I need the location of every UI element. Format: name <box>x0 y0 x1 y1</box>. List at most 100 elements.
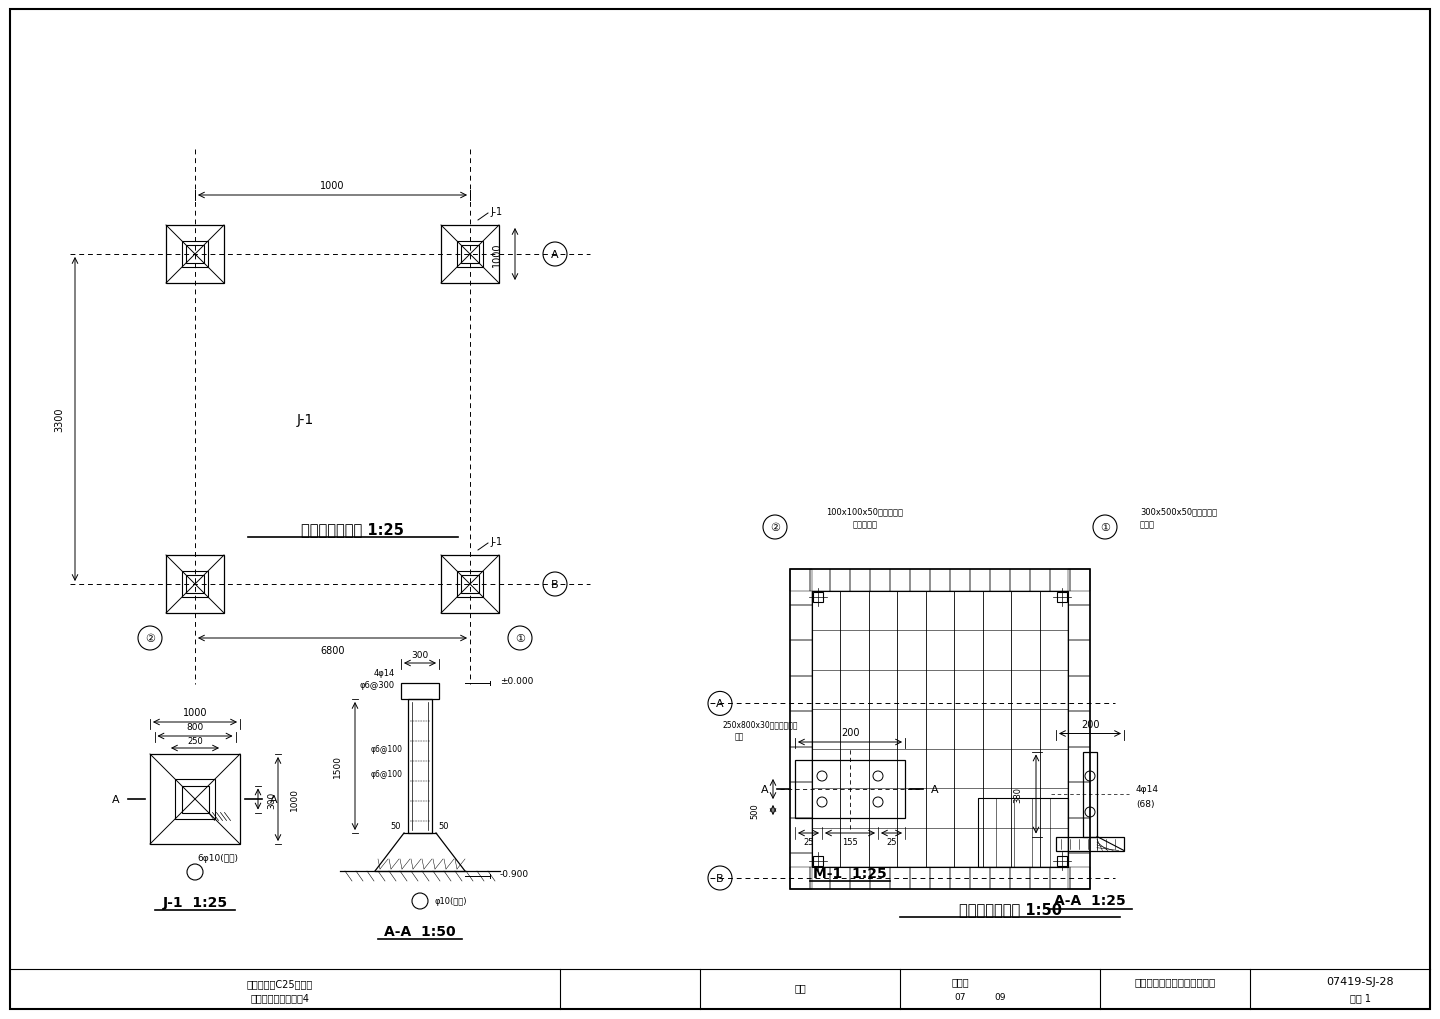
Text: 6800: 6800 <box>320 645 344 655</box>
Bar <box>461 246 478 264</box>
Bar <box>181 242 207 268</box>
Bar <box>791 854 812 890</box>
Bar <box>1068 641 1090 676</box>
Text: J-1: J-1 <box>490 207 503 217</box>
Bar <box>174 779 215 819</box>
Text: 1000: 1000 <box>289 788 298 811</box>
Text: φ6@300: φ6@300 <box>360 681 395 690</box>
Text: 25: 25 <box>804 838 814 847</box>
Text: 见图: 见图 <box>793 982 806 993</box>
Bar <box>791 747 812 783</box>
Text: 施工图: 施工图 <box>952 976 969 986</box>
Text: A: A <box>112 794 120 804</box>
Bar <box>1083 752 1097 837</box>
Text: 300: 300 <box>412 650 429 659</box>
Bar <box>150 754 240 844</box>
Text: M-1  1:25: M-1 1:25 <box>814 866 887 880</box>
Text: ②: ② <box>770 523 780 533</box>
Bar <box>850 867 870 890</box>
Bar <box>1068 676 1090 711</box>
Bar <box>930 867 950 890</box>
Text: 250x800x30磨红麻花岗岩: 250x800x30磨红麻花岗岩 <box>721 719 798 729</box>
Bar <box>456 572 482 597</box>
Text: 未注尼均为C25混凝土: 未注尼均为C25混凝土 <box>246 978 312 988</box>
Bar <box>978 798 1068 867</box>
Text: ①: ① <box>1100 523 1110 533</box>
Text: 07419-SJ-28: 07419-SJ-28 <box>1326 976 1394 986</box>
Bar <box>1070 570 1090 591</box>
Bar <box>814 856 824 866</box>
Text: J-1: J-1 <box>490 536 503 546</box>
Text: 3300: 3300 <box>55 408 63 432</box>
Text: 火烧面: 火烧面 <box>1140 520 1155 529</box>
Bar <box>811 867 829 890</box>
Text: 25: 25 <box>886 838 897 847</box>
Text: 未注尼均为钢筋箍为4: 未注尼均为钢筋箍为4 <box>251 993 310 1002</box>
Text: J-1  1:25: J-1 1:25 <box>163 895 228 909</box>
Text: 100x100x50灰色小料石: 100x100x50灰色小料石 <box>827 507 903 516</box>
Bar <box>870 867 890 890</box>
Bar <box>1009 570 1030 591</box>
Text: 自然开采面: 自然开采面 <box>852 520 877 529</box>
Bar <box>1068 854 1090 890</box>
Bar <box>910 570 930 591</box>
Bar <box>791 818 812 854</box>
Bar <box>166 555 225 613</box>
Text: φ6@100: φ6@100 <box>372 744 403 753</box>
Text: A-A  1:25: A-A 1:25 <box>1054 894 1126 908</box>
Text: B: B <box>552 580 559 589</box>
Text: 景观亭基础平面、铺装及大样: 景观亭基础平面、铺装及大样 <box>1135 976 1215 986</box>
Text: 200: 200 <box>841 728 860 738</box>
Text: 6φ10(双向): 6φ10(双向) <box>197 854 238 863</box>
Text: 250: 250 <box>187 737 203 746</box>
Text: J-1: J-1 <box>297 413 314 427</box>
Bar <box>791 641 812 676</box>
Bar <box>1030 570 1050 591</box>
Bar <box>814 592 824 602</box>
Bar <box>1068 605 1090 641</box>
Bar <box>1056 837 1125 851</box>
Text: A: A <box>932 785 939 794</box>
Bar <box>971 867 991 890</box>
Text: B: B <box>716 873 724 883</box>
Text: 光面: 光面 <box>734 732 744 740</box>
Bar <box>910 867 930 890</box>
Text: 300x500x50磨白岗岩排: 300x500x50磨白岗岩排 <box>1140 507 1217 516</box>
Text: (68): (68) <box>1136 800 1155 809</box>
Bar <box>829 570 850 591</box>
Bar <box>991 570 1009 591</box>
Bar <box>971 570 991 591</box>
Text: 07: 07 <box>955 993 966 1002</box>
Bar <box>1030 867 1050 890</box>
Bar <box>1068 570 1090 605</box>
Bar <box>890 570 910 591</box>
Text: 景观亭铺装详图 1:50: 景观亭铺装详图 1:50 <box>959 902 1061 917</box>
Bar <box>1050 570 1070 591</box>
Bar <box>791 570 811 591</box>
Text: 1000: 1000 <box>183 707 207 717</box>
Text: ±0.000: ±0.000 <box>500 677 533 686</box>
Text: 09: 09 <box>994 993 1005 1002</box>
Text: ②: ② <box>145 634 156 643</box>
Text: 380: 380 <box>1014 787 1022 802</box>
Bar <box>1070 867 1090 890</box>
Bar <box>950 570 971 591</box>
Bar <box>1057 856 1067 866</box>
Text: 300: 300 <box>268 791 276 808</box>
Bar <box>791 570 1090 890</box>
Text: 800: 800 <box>186 722 203 732</box>
Text: 50: 50 <box>439 821 449 830</box>
Text: 1000: 1000 <box>320 180 344 191</box>
Bar <box>950 867 971 890</box>
Bar <box>1068 783 1090 818</box>
Bar <box>181 786 209 813</box>
Bar <box>829 867 850 890</box>
Bar <box>850 570 870 591</box>
Bar <box>870 570 890 591</box>
Bar <box>408 699 432 834</box>
Text: 1000: 1000 <box>492 243 503 267</box>
Bar <box>811 570 829 591</box>
Text: A: A <box>552 250 559 260</box>
Text: 155: 155 <box>842 838 858 847</box>
Bar <box>441 226 500 283</box>
